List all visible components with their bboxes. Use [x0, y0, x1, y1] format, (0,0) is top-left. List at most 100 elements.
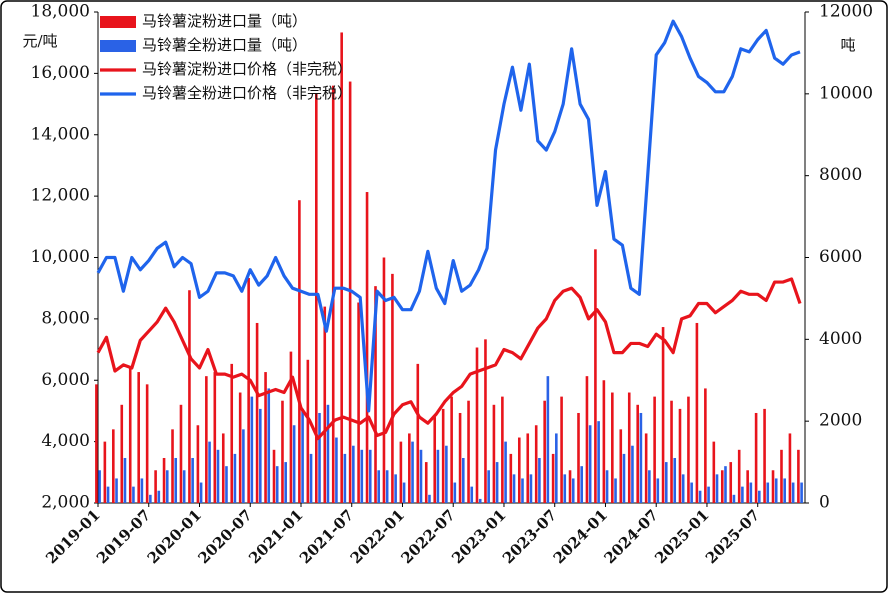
line — [96, 277, 802, 441]
bar — [501, 396, 504, 503]
bar — [732, 494, 736, 503]
bar — [445, 445, 448, 503]
bar — [461, 457, 465, 503]
bar — [563, 474, 567, 503]
bar — [230, 363, 234, 503]
bar — [335, 437, 338, 503]
bar — [568, 470, 572, 503]
bar — [123, 457, 127, 503]
bar — [191, 457, 194, 503]
bar — [715, 474, 719, 503]
bar — [416, 363, 420, 503]
bar — [470, 486, 474, 503]
bar — [602, 380, 606, 503]
bar — [594, 249, 597, 503]
bar — [196, 425, 200, 503]
bar — [250, 396, 254, 503]
bar — [780, 449, 783, 503]
bar — [695, 322, 699, 503]
bar — [292, 425, 296, 503]
bar — [140, 478, 144, 503]
bar — [284, 462, 287, 503]
bar — [704, 388, 707, 503]
bar — [673, 457, 677, 503]
y2-tick-label: 8000 — [819, 165, 862, 185]
bar — [791, 482, 795, 503]
bar — [681, 474, 685, 503]
bar — [478, 498, 482, 503]
bar — [343, 453, 347, 503]
bar — [103, 441, 107, 503]
bar — [766, 482, 770, 503]
bar — [551, 453, 555, 503]
legend-label: 马铃薯全粉进口价格（非完税） — [142, 84, 352, 102]
bar — [98, 470, 101, 503]
bar — [526, 433, 530, 503]
bar — [323, 306, 327, 503]
y-tick-label: 8,000 — [41, 308, 90, 328]
bar — [213, 372, 217, 503]
bar — [512, 474, 516, 503]
bar — [517, 437, 521, 503]
bar — [588, 425, 592, 503]
bar — [309, 453, 313, 503]
bar — [538, 457, 541, 503]
bar — [174, 457, 178, 503]
bar — [749, 482, 753, 503]
bar — [247, 277, 250, 503]
y-tick-label: 14,000 — [31, 124, 90, 144]
bar — [487, 470, 490, 503]
bar — [411, 441, 414, 503]
bar — [534, 425, 538, 503]
bar — [546, 376, 550, 503]
bar — [580, 466, 583, 503]
y2-tick-label: 10000 — [819, 83, 873, 103]
bar — [137, 372, 140, 503]
bar — [631, 445, 634, 503]
bar — [656, 478, 660, 503]
bar — [664, 462, 668, 503]
bar — [352, 445, 355, 503]
legend-swatch — [100, 16, 136, 28]
bar — [360, 449, 364, 503]
bar — [433, 417, 437, 503]
bar — [678, 408, 682, 503]
legend-label: 马铃薯淀粉进口价格（非完税） — [142, 60, 352, 78]
bar — [402, 482, 406, 503]
bar — [289, 351, 293, 503]
bar — [529, 474, 533, 503]
legend-label: 马铃薯淀粉进口量（吨） — [142, 12, 307, 30]
bar — [611, 392, 614, 503]
bar — [648, 470, 651, 503]
y2-tick-label: 12000 — [819, 2, 873, 22]
bar — [758, 490, 761, 503]
bar — [128, 367, 132, 503]
bar — [357, 302, 360, 503]
y-tick-label: 12,000 — [31, 186, 90, 206]
bar — [639, 412, 643, 503]
bar — [504, 441, 507, 503]
bar — [264, 372, 267, 503]
bar — [475, 347, 479, 503]
bar — [800, 482, 803, 503]
bar — [419, 449, 423, 503]
bar — [492, 404, 496, 503]
bar — [368, 449, 372, 503]
bar — [771, 470, 775, 503]
bar — [605, 470, 609, 503]
bar — [619, 429, 623, 503]
bar — [165, 470, 169, 503]
bar — [495, 462, 499, 503]
bar — [149, 494, 152, 503]
bar — [453, 482, 457, 503]
bar — [746, 470, 749, 503]
bar — [115, 478, 118, 503]
bar — [315, 93, 318, 503]
bar — [399, 441, 403, 503]
bar — [720, 470, 724, 503]
bar — [385, 470, 389, 503]
bar — [199, 482, 203, 503]
bar — [326, 404, 330, 503]
bar — [182, 470, 186, 503]
